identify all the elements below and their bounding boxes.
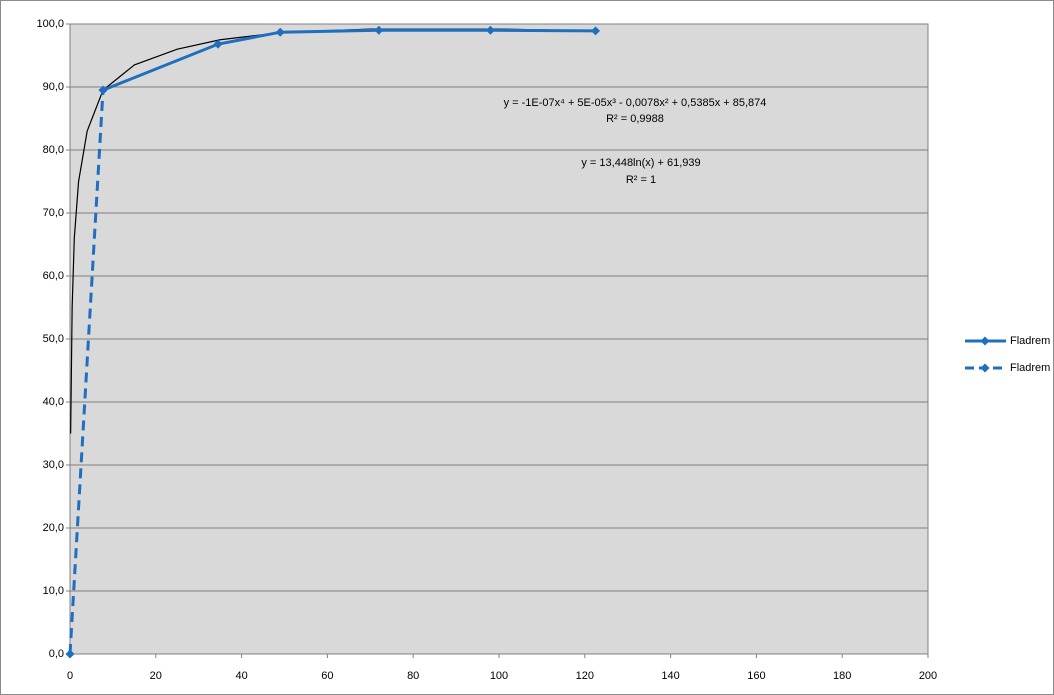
y-tick-label: 40,0 (43, 396, 64, 408)
y-tick-label: 80,0 (43, 144, 64, 156)
series-line (68, 90, 105, 655)
y-tick-label: 60,0 (43, 270, 64, 282)
data-point (591, 26, 601, 36)
x-tick-label: 80 (407, 670, 419, 682)
x-tick-label: 0 (67, 670, 73, 682)
trendline-equation: y = 13,448ln(x) + 61,939 (581, 157, 700, 169)
series-line (102, 28, 596, 92)
x-tick-label: 100 (490, 670, 508, 682)
y-tick-label: 10,0 (43, 585, 64, 597)
x-tick-label: 140 (661, 670, 679, 682)
trendline-equation: R² = 0,9988 (606, 113, 664, 125)
trendline-equation: y = -1E-07x⁴ + 5E-05x³ - 0,0078x² + 0,53… (504, 97, 767, 109)
x-tick-label: 40 (235, 670, 247, 682)
trendline-equation: R² = 1 (626, 174, 656, 186)
y-tick-label: 70,0 (43, 207, 64, 219)
x-tick-label: 160 (747, 670, 765, 682)
x-tick-label: 60 (321, 670, 333, 682)
y-tick-label: 20,0 (43, 522, 64, 534)
legend-marker (980, 336, 990, 346)
x-tick-label: 20 (150, 670, 162, 682)
data-point (275, 27, 285, 37)
x-tick-label: 120 (576, 670, 594, 682)
data-point (485, 25, 495, 35)
data-point (374, 25, 384, 35)
x-tick-label: 200 (919, 670, 937, 682)
data-point (98, 85, 108, 95)
y-tick-label: 50,0 (43, 333, 64, 345)
data-point (65, 649, 75, 659)
data-point (213, 39, 223, 49)
y-tick-label: 30,0 (43, 459, 64, 471)
y-tick-label: 0,0 (49, 648, 64, 660)
legend-label: Fladrem (1010, 362, 1050, 374)
y-tick-label: 90,0 (43, 81, 64, 93)
y-tick-label: 100,0 (36, 18, 64, 30)
legend-label: Fladrem (1010, 335, 1050, 347)
x-tick-label: 180 (833, 670, 851, 682)
legend-marker (980, 363, 990, 373)
